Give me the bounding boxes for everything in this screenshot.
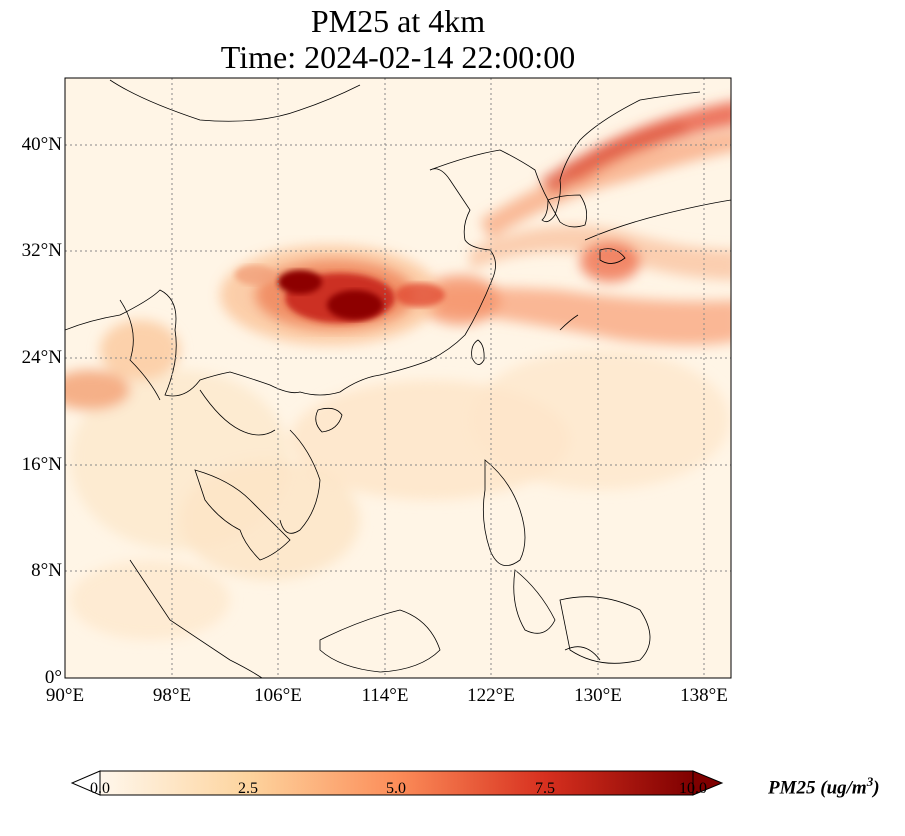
x-tick-label: 114°E <box>361 685 409 706</box>
colorbar-frame <box>99 770 694 796</box>
x-tick-label: 138°E <box>680 685 728 706</box>
y-tick-label: 16°N <box>21 454 62 475</box>
y-tick-label: 40°N <box>21 134 62 155</box>
colorbar-gradient <box>100 771 693 795</box>
colorbar-label: PM25 (ug/m3) <box>768 774 880 799</box>
x-tick-label: 90°E <box>45 685 85 706</box>
x-tick-label: 122°E <box>467 685 515 706</box>
y-tick-label: 0° <box>44 667 62 688</box>
y-tick-label: 24°N <box>21 347 62 368</box>
map-frame <box>64 77 732 679</box>
colorbar-tick-label: 2.5 <box>238 780 258 797</box>
coastlines <box>65 79 731 678</box>
pm25-haze <box>65 320 730 640</box>
colorbar-tick-label: 7.5 <box>535 780 555 797</box>
gridlines <box>65 78 731 678</box>
colorbar <box>70 770 724 796</box>
pm25-plume <box>420 101 731 345</box>
y-tick-label: 32°N <box>21 240 62 261</box>
colorbar-tick-label: 5.0 <box>386 780 406 797</box>
x-tick-label: 98°E <box>152 685 192 706</box>
pm25-field <box>65 78 731 678</box>
map-title: PM25 at 4km <box>310 3 486 39</box>
x-tick-label: 130°E <box>574 685 622 706</box>
x-tick-label: 106°E <box>254 685 302 706</box>
colorbar-tick-label: 0.0 <box>90 780 110 797</box>
y-tick-label: 8°N <box>31 560 62 581</box>
map-subtitle-time: Time: 2024-02-14 22:00:00 <box>220 39 576 75</box>
colorbar-tick-label: 10.0 <box>679 780 707 797</box>
